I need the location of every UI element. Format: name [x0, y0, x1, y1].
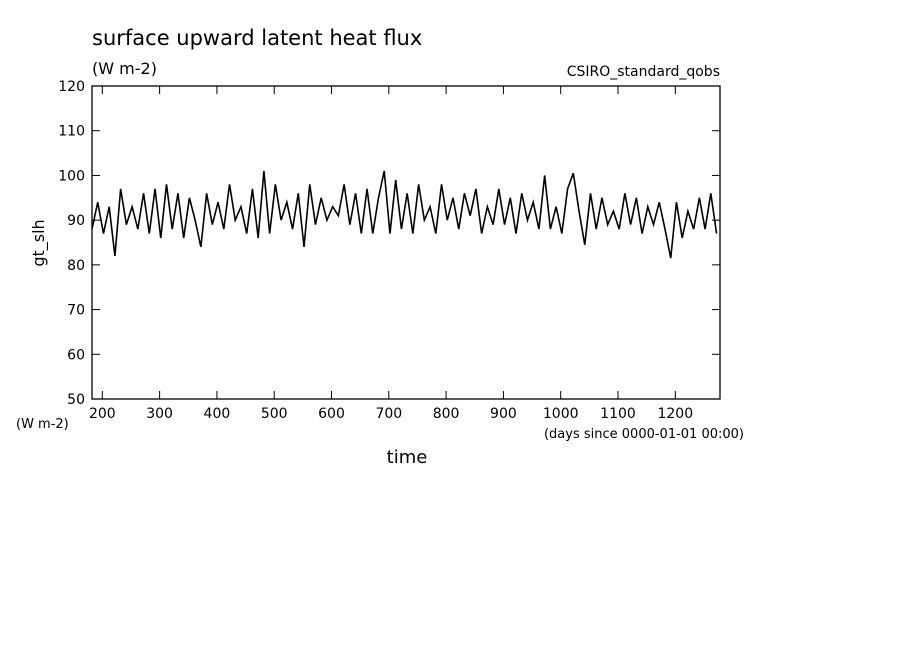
x-tick-label: 500 [261, 406, 288, 422]
x-tick-label: 800 [433, 406, 460, 422]
chart-title: surface upward latent heat flux [92, 26, 422, 50]
y-axis-label: gt_slh [29, 219, 49, 266]
x-axis-units: (days since 0000-01-01 00:00) [544, 427, 744, 442]
x-axis-label: time [387, 447, 428, 468]
x-tick-label: 300 [146, 406, 173, 422]
y-tick-label: 100 [58, 168, 85, 184]
y-tick-label: 80 [67, 258, 85, 274]
y-tick-label: 70 [67, 303, 85, 319]
y-axis-units: (W m-2) [16, 417, 69, 432]
x-tick-label: 900 [490, 406, 517, 422]
source-label: CSIRO_standard_qobs [567, 64, 720, 80]
y-tick-label: 120 [58, 79, 85, 95]
plot-frame [91, 85, 721, 400]
x-tick-label: 1200 [657, 406, 693, 422]
y-tick-label: 50 [67, 392, 85, 408]
chart-subtitle: (W m-2) [92, 59, 157, 78]
x-tick-label: 1000 [543, 406, 579, 422]
x-tick-label: 600 [318, 406, 345, 422]
y-tick-label: 60 [67, 347, 85, 363]
data-line [91, 170, 718, 259]
x-tick-label: 700 [375, 406, 402, 422]
x-tick-label: 1100 [600, 406, 636, 422]
x-tick-label: 200 [89, 406, 116, 422]
x-tick-label: 400 [204, 406, 231, 422]
y-tick-label: 90 [67, 213, 85, 229]
y-tick-label: 110 [58, 124, 85, 140]
